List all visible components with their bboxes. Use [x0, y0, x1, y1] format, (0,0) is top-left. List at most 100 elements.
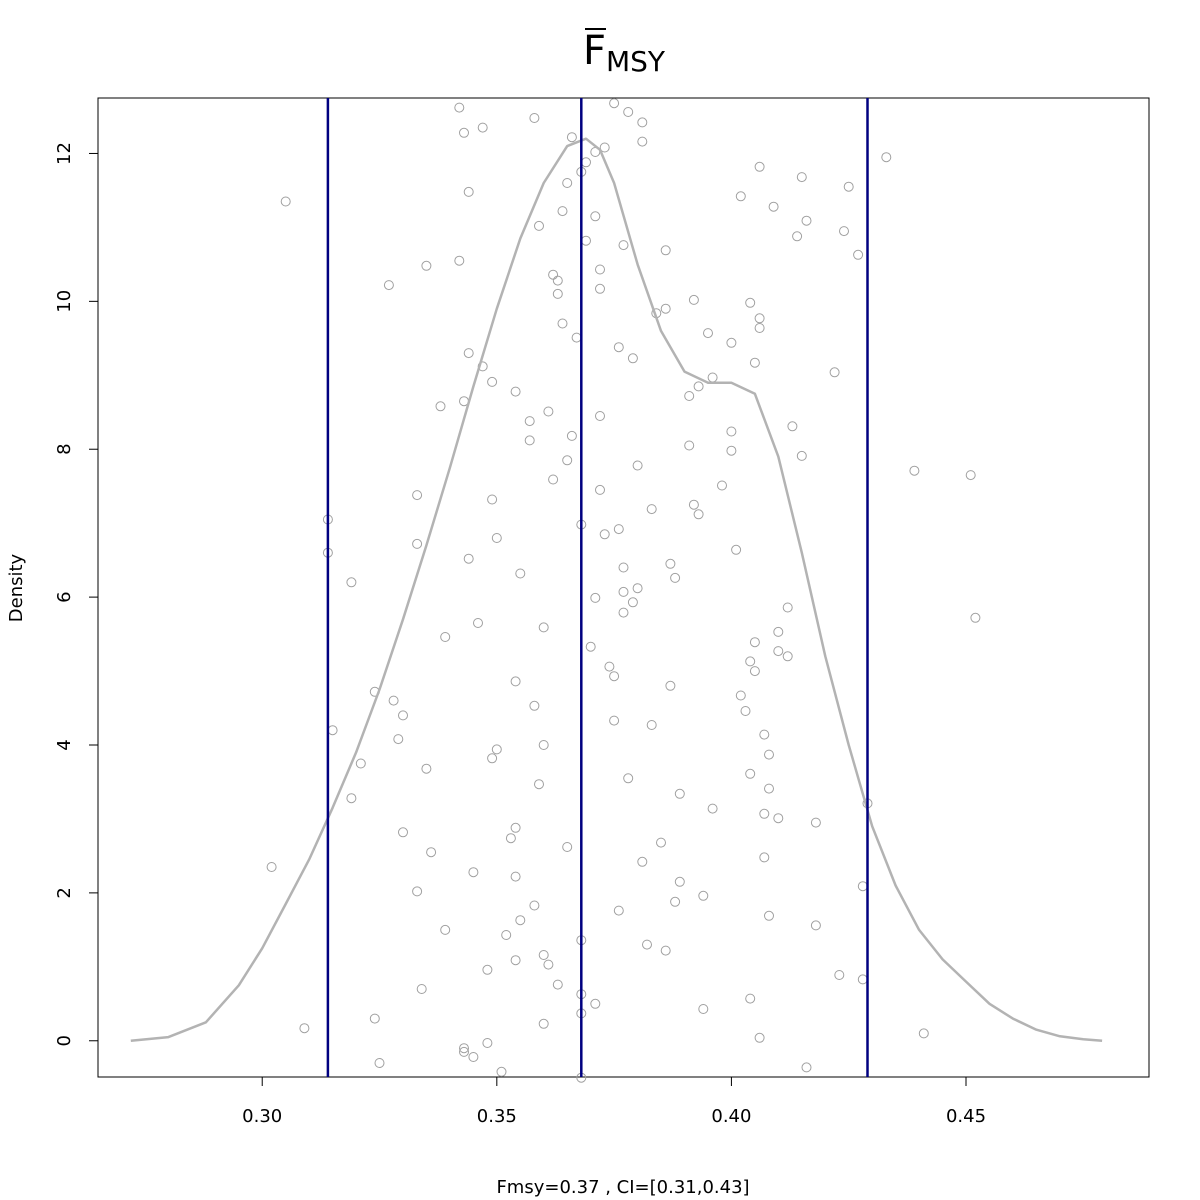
- data-point-6: [346, 577, 357, 588]
- data-points: [266, 98, 981, 1083]
- data-point-35: [473, 618, 483, 628]
- data-point-39: [477, 122, 488, 133]
- data-point-172: [764, 749, 774, 760]
- data-point-69: [543, 406, 554, 417]
- data-point-154: [735, 690, 746, 701]
- data-point-97: [595, 264, 605, 275]
- density-curve-group: [130, 137, 1103, 1043]
- data-point-182: [796, 450, 807, 461]
- data-point-64: [534, 779, 544, 790]
- data-point-23: [426, 847, 437, 858]
- chart-title-subscript: MSY: [606, 45, 666, 78]
- data-point-100: [595, 411, 605, 421]
- data-point-96: [590, 211, 601, 222]
- data-point-42: [482, 964, 493, 975]
- data-point-184: [801, 1062, 812, 1073]
- data-point-114: [623, 107, 634, 117]
- data-point-137: [684, 440, 695, 451]
- data-point-187: [829, 367, 840, 378]
- data-point-59: [524, 435, 535, 446]
- data-point-169: [759, 808, 770, 819]
- data-point-186: [810, 817, 821, 828]
- data-point-76: [557, 206, 568, 217]
- data-point-63: [534, 220, 544, 231]
- data-point-17: [412, 490, 423, 501]
- data-point-111: [618, 562, 629, 573]
- data-point-197: [918, 1028, 929, 1039]
- data-point-49: [501, 930, 512, 940]
- data-point-150: [726, 445, 737, 456]
- data-point-110: [618, 240, 629, 251]
- data-point-196: [909, 465, 920, 476]
- data-point-123: [642, 939, 652, 950]
- data-point-128: [660, 245, 671, 256]
- data-point-73: [552, 275, 563, 286]
- data-point-98: [595, 283, 605, 294]
- data-point-57: [515, 915, 526, 926]
- data-point-127: [656, 837, 666, 848]
- data-point-36: [459, 1046, 469, 1057]
- data-point-82: [566, 430, 577, 441]
- data-point-51: [510, 386, 521, 397]
- x-axis: 0.30 0.35 0.40 0.45: [242, 1077, 986, 1127]
- data-point-147: [707, 372, 718, 383]
- data-point-198: [965, 470, 976, 481]
- data-point-74: [552, 288, 563, 299]
- data-point-143: [698, 890, 709, 901]
- data-point-95: [590, 998, 601, 1009]
- x-tick-label-2: 0.40: [711, 1106, 751, 1127]
- data-point-24: [435, 401, 446, 412]
- data-point-122: [637, 856, 648, 867]
- data-point-78: [562, 178, 573, 188]
- data-point-193: [857, 974, 868, 985]
- data-point-46: [491, 533, 502, 543]
- data-point-32: [463, 348, 474, 359]
- data-point-134: [670, 572, 681, 583]
- data-point-155: [740, 706, 751, 716]
- data-point-105: [609, 671, 620, 682]
- data-point-45: [487, 753, 498, 764]
- data-point-94: [590, 592, 601, 603]
- data-point-8: [355, 758, 366, 769]
- y-tick-label-5: 10: [54, 290, 75, 313]
- y-tick-label-0: 0: [54, 1035, 75, 1046]
- data-point-133: [670, 896, 681, 907]
- data-point-81: [566, 132, 577, 143]
- data-point-185: [810, 920, 821, 931]
- data-point-174: [773, 626, 784, 637]
- data-point-176: [773, 813, 784, 824]
- data-point-47: [491, 744, 502, 755]
- data-point-2: [299, 1023, 310, 1034]
- data-point-124: [646, 720, 657, 730]
- data-point-165: [754, 313, 765, 324]
- data-point-72: [548, 474, 559, 485]
- y-tick-label-2: 4: [54, 739, 75, 750]
- data-point-70: [543, 959, 554, 970]
- data-point-12: [383, 280, 394, 291]
- data-point-195: [881, 152, 892, 163]
- data-point-130: [660, 945, 671, 956]
- data-point-121: [637, 117, 648, 128]
- data-point-27: [454, 102, 465, 113]
- data-point-148: [717, 480, 727, 491]
- data-point-125: [646, 504, 657, 515]
- data-point-151: [726, 426, 737, 437]
- data-point-79: [562, 455, 573, 466]
- x-tick-label-1: 0.35: [477, 1106, 517, 1127]
- data-point-66: [538, 950, 549, 960]
- data-point-15: [398, 710, 408, 721]
- data-point-25: [440, 632, 451, 642]
- data-point-48: [496, 1066, 507, 1077]
- data-point-173: [768, 201, 779, 212]
- data-point-11: [374, 1058, 385, 1068]
- x-tick-label-3: 0.45: [946, 1106, 986, 1127]
- data-point-180: [792, 231, 803, 242]
- data-point-62: [529, 700, 540, 711]
- data-point-190: [843, 181, 854, 192]
- data-point-61: [529, 900, 540, 911]
- data-point-55: [510, 955, 521, 966]
- data-point-1: [266, 862, 277, 872]
- data-point-7: [346, 793, 357, 804]
- data-point-52: [510, 676, 521, 687]
